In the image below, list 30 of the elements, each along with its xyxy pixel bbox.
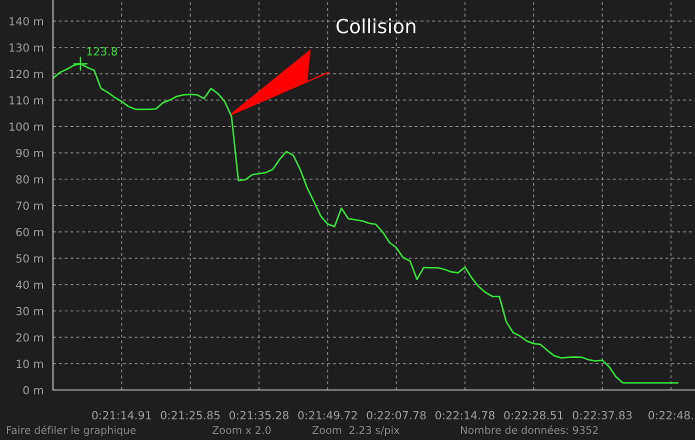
x-tick-label: 0:21:35.28 (229, 411, 288, 420)
y-tick-label: 90 m (16, 148, 44, 158)
y-tick-label: 120 m (10, 70, 44, 78)
y-tick-label: 0 m (23, 386, 44, 394)
y-tick-label: 110 m (10, 96, 44, 105)
x-tick-label: 0:22:14.78 (435, 411, 494, 420)
annotation: Collision (336, 18, 416, 34)
x-tick-label: 0:22:48. (648, 411, 693, 420)
x-tick-label: 0:21:25.85 (160, 411, 220, 420)
y-tick-label: 80 m (16, 175, 44, 184)
text: Nombre de données: 9352 (461, 426, 598, 434)
y-tick-label: 30 m (16, 306, 44, 316)
y-tick-label: 70 m (16, 202, 44, 210)
y-tick-label: 130 m (10, 43, 44, 52)
x-tick-label: 0:22:28.51 (504, 411, 563, 420)
y-tick-label: 40 m (16, 280, 44, 289)
x-tick-label: 0:21:49.72 (298, 411, 357, 420)
text: Zoom 2.23 s/pix (312, 426, 400, 436)
x-tick-label: 0:22:07.78 (366, 411, 426, 420)
y-tick-label: 10 m (16, 360, 44, 368)
y-tick-label: 50 m (16, 254, 44, 263)
annotation: 123.8 (87, 47, 118, 56)
x-tick-label: 0:21:14.91 (92, 411, 151, 420)
y-tick-label: 60 m (16, 228, 44, 236)
y-tick-label: 140 m (10, 17, 44, 26)
y-tick-label: 100 m (10, 122, 44, 131)
x-tick-label: 0:22:37.83 (572, 411, 632, 420)
text: Zoom x 2.0 (212, 426, 271, 434)
text: Faire défiler le graphique (7, 426, 136, 436)
y-tick-label: 20 m (16, 333, 44, 342)
